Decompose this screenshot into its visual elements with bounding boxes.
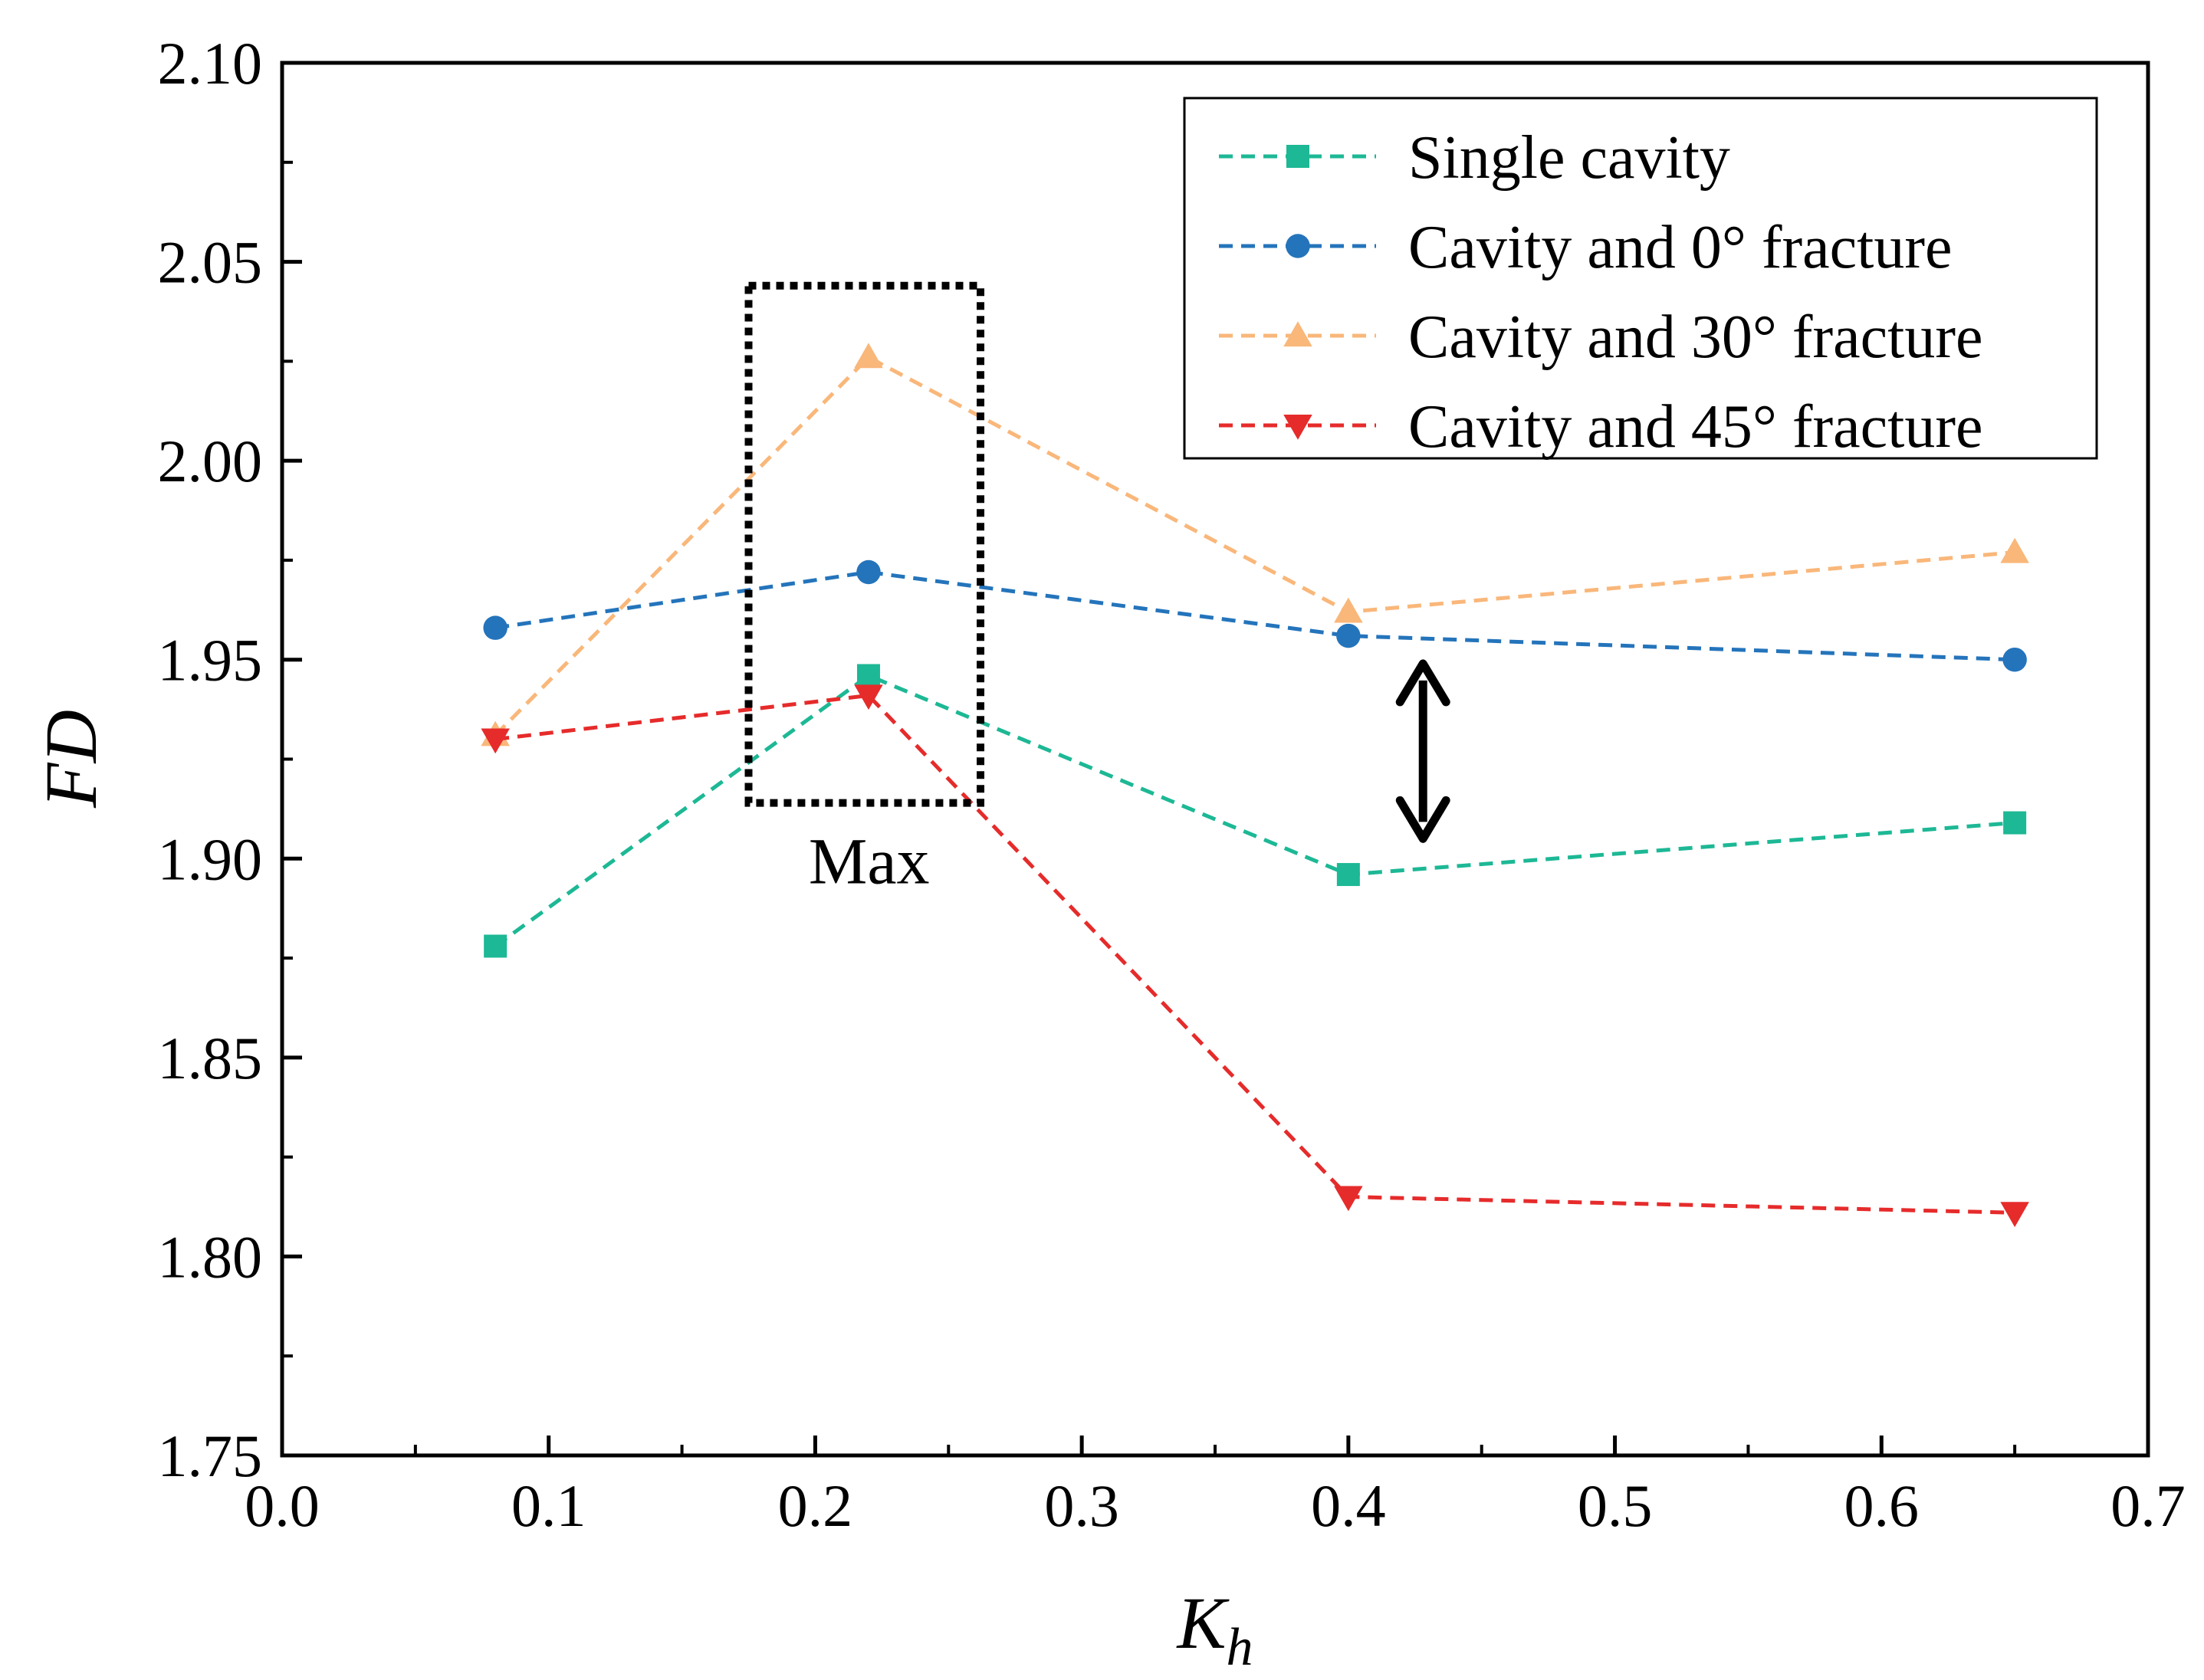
legend-swatch-marker <box>1286 145 1309 168</box>
x-tick-label: 0.6 <box>1844 1472 1920 1539</box>
legend-label: Cavity and 0° fracture <box>1408 214 1953 281</box>
data-point <box>484 934 507 958</box>
series-layer <box>481 343 2029 1228</box>
legend-entry-4: Cavity and 45° fracture <box>1219 393 1983 461</box>
data-point <box>856 664 880 687</box>
x-axis-title-main: K <box>1175 1582 1230 1664</box>
data-point <box>2003 811 2027 835</box>
data-point <box>856 559 881 585</box>
x-axis-title-subscript: h <box>1227 1618 1253 1676</box>
y-tick-label: 1.95 <box>158 627 263 694</box>
data-point <box>1334 597 1363 623</box>
x-tick-label: 0.2 <box>778 1472 853 1539</box>
max-highlight-box <box>744 281 985 807</box>
data-point <box>483 615 507 640</box>
legend-label: Cavity and 45° fracture <box>1408 393 1983 461</box>
data-point <box>854 343 883 369</box>
annotation-layer: Max <box>744 281 1450 898</box>
max-label: Max <box>809 825 930 898</box>
y-tick-label: 2.05 <box>158 229 263 296</box>
x-tick-label: 0.5 <box>1578 1472 1653 1539</box>
legend-entry-1: Single cavity <box>1219 124 1730 192</box>
series-1 <box>484 664 2027 958</box>
legend-entry-2: Cavity and 0° fracture <box>1219 214 1953 281</box>
data-point <box>2000 537 2029 563</box>
legend: Single cavity Cavity and 0° fracture Cavit… <box>1183 97 2098 461</box>
series-4 <box>481 684 2029 1228</box>
x-tick-label: 0.0 <box>245 1472 320 1539</box>
x-axis: 0.0 0.1 0.2 0.3 0.4 0.5 0.6 0.7 <box>245 1436 2186 1539</box>
series-line <box>494 569 2015 662</box>
data-point <box>481 728 510 754</box>
data-point <box>854 684 883 710</box>
x-axis-title: Kh <box>1175 1582 1253 1676</box>
y-tick-label: 1.85 <box>158 1025 263 1091</box>
data-point <box>2000 1202 2029 1228</box>
x-tick-label: 0.4 <box>1311 1472 1386 1539</box>
y-tick-label: 1.80 <box>158 1223 263 1290</box>
x-tick-label: 0.1 <box>511 1472 586 1539</box>
legend-swatch-marker <box>1283 414 1312 440</box>
double-arrow-head-up <box>1395 659 1450 707</box>
legend-label: Cavity and 30° fracture <box>1408 304 1983 371</box>
data-point <box>1336 863 1360 887</box>
x-tick-label: 0.3 <box>1044 1472 1119 1539</box>
x-tick-label: 0.7 <box>2110 1472 2186 1539</box>
legend-label: Single cavity <box>1408 124 1730 192</box>
y-tick-label: 2.00 <box>158 428 263 494</box>
y-tick-label: 2.10 <box>158 30 263 97</box>
series-line <box>494 673 2015 948</box>
data-point <box>2002 647 2027 672</box>
y-tick-label: 1.75 <box>158 1422 263 1489</box>
y-axis: 1.75 1.80 1.85 1.90 1.95 2.00 2.05 2.10 <box>158 30 302 1489</box>
double-arrow-head-down <box>1395 796 1450 843</box>
legend-swatch-marker <box>1283 321 1312 347</box>
data-point <box>1336 623 1361 648</box>
legend-entry-3: Cavity and 30° fracture <box>1219 304 1983 371</box>
data-point <box>1334 1186 1363 1212</box>
double-arrow <box>1395 659 1450 843</box>
series-line <box>494 355 2015 737</box>
series-line <box>494 693 2015 1215</box>
series-2 <box>483 559 2027 672</box>
y-tick-label: 1.90 <box>158 825 263 892</box>
y-axis-title: FD <box>30 710 112 809</box>
legend-swatch-marker <box>1286 234 1310 258</box>
